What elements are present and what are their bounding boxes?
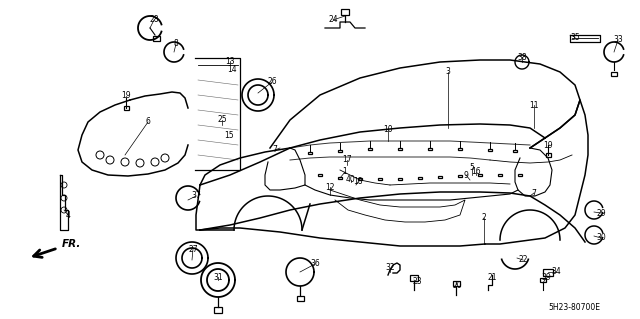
- Text: 25: 25: [217, 115, 227, 124]
- Text: FR.: FR.: [62, 239, 81, 249]
- Bar: [318, 174, 322, 176]
- Bar: [545, 153, 550, 157]
- Text: 7: 7: [273, 145, 277, 154]
- Text: 4: 4: [65, 211, 70, 219]
- Text: 29: 29: [596, 209, 606, 218]
- Bar: [358, 178, 362, 181]
- Bar: [338, 177, 342, 180]
- Bar: [452, 281, 460, 286]
- Bar: [296, 296, 303, 300]
- Text: 5H23-80700E: 5H23-80700E: [548, 303, 600, 313]
- Text: 39: 39: [541, 273, 551, 283]
- Bar: [543, 269, 553, 276]
- Bar: [368, 148, 372, 151]
- Bar: [378, 178, 382, 181]
- Bar: [438, 176, 442, 178]
- Text: 24: 24: [328, 16, 338, 25]
- Text: 20: 20: [452, 280, 462, 290]
- Bar: [478, 174, 482, 176]
- Bar: [458, 148, 462, 151]
- Text: 36: 36: [310, 259, 320, 269]
- Bar: [124, 106, 129, 110]
- Text: 17: 17: [342, 155, 352, 165]
- Bar: [418, 177, 422, 180]
- Bar: [398, 178, 402, 181]
- Text: 14: 14: [227, 65, 237, 75]
- Text: 1: 1: [342, 167, 348, 176]
- Text: 27: 27: [188, 244, 198, 254]
- Bar: [338, 150, 342, 152]
- Text: 23: 23: [412, 278, 422, 286]
- Text: 19: 19: [121, 92, 131, 100]
- Text: 15: 15: [224, 131, 234, 140]
- Text: 12: 12: [325, 182, 335, 191]
- Text: 8: 8: [173, 40, 179, 48]
- Text: 2: 2: [482, 213, 486, 222]
- Text: 9: 9: [463, 170, 468, 180]
- Text: 38: 38: [517, 53, 527, 62]
- Text: 40: 40: [346, 175, 356, 184]
- Text: 19: 19: [543, 140, 553, 150]
- Text: 34: 34: [551, 268, 561, 277]
- Bar: [398, 148, 402, 151]
- Text: 5: 5: [470, 164, 474, 173]
- Text: 21: 21: [487, 273, 497, 283]
- Bar: [308, 152, 312, 154]
- Text: 16: 16: [471, 167, 481, 176]
- Bar: [518, 174, 522, 176]
- Bar: [540, 278, 546, 282]
- Text: 13: 13: [225, 56, 235, 65]
- Text: 37: 37: [191, 191, 201, 201]
- Bar: [214, 307, 222, 313]
- Text: 6: 6: [145, 117, 150, 127]
- Bar: [513, 150, 517, 152]
- Text: 22: 22: [518, 256, 528, 264]
- Text: 7: 7: [532, 189, 536, 197]
- Text: 30: 30: [596, 234, 606, 242]
- Text: 31: 31: [213, 272, 223, 281]
- Text: 33: 33: [613, 35, 623, 44]
- Bar: [611, 72, 617, 76]
- Bar: [341, 9, 349, 15]
- Bar: [498, 174, 502, 176]
- Bar: [152, 36, 159, 41]
- Text: 35: 35: [570, 33, 580, 42]
- Text: 3: 3: [445, 68, 451, 77]
- Text: 26: 26: [267, 78, 277, 86]
- Bar: [488, 149, 492, 152]
- Text: 28: 28: [149, 16, 159, 25]
- Bar: [428, 148, 432, 151]
- Text: 11: 11: [529, 100, 539, 109]
- Text: 18: 18: [353, 177, 363, 187]
- Text: 10: 10: [383, 125, 393, 135]
- Bar: [410, 275, 418, 281]
- Bar: [458, 175, 462, 177]
- Text: 32: 32: [385, 263, 395, 272]
